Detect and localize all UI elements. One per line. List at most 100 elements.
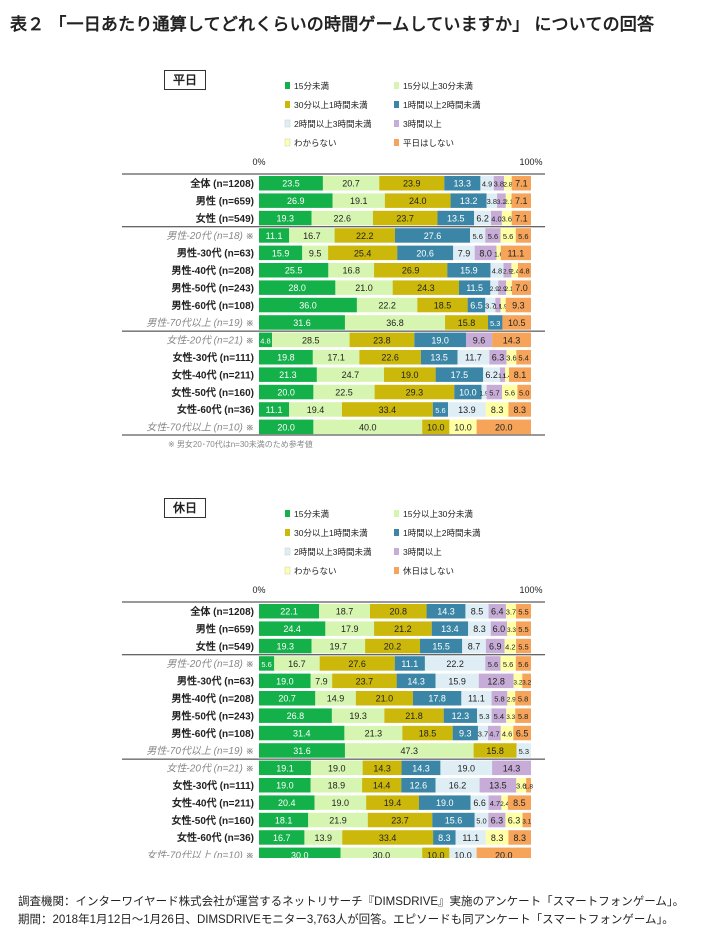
axis-min-label-holiday: 0% — [252, 585, 265, 595]
bar-segment-holiday-12-4 — [474, 812, 489, 828]
bar-segment-weekday-14-2 — [422, 419, 450, 435]
bar-segment-holiday-6-1 — [331, 708, 385, 723]
bar-segment-holiday-4-4 — [435, 673, 479, 689]
chart-holiday: 休日 15分未満 15分以上30分未満 30分以上1時間未満 1時間以上2時間未満 2時… — [0, 498, 710, 877]
data-label-weekday-4-1: 9.5 — [309, 248, 322, 258]
bar-segment-weekday-0-6 — [504, 176, 512, 191]
data-label-holiday-0-4: 8.5 — [471, 607, 484, 617]
data-label-weekday-6-3: 11.5 — [466, 283, 483, 293]
bar-segment-weekday-10-1 — [312, 350, 360, 365]
legend-swatch-weekday-4 — [284, 119, 291, 128]
data-label-weekday-0-7: 7.1 — [515, 179, 528, 189]
bar-segment-weekday-4-2 — [328, 245, 398, 261]
bar-segment-weekday-0-4 — [480, 176, 494, 191]
row-label-weekday-5: 男性-40代 (n=208) — [171, 264, 254, 277]
bar-segment-weekday-6-5 — [498, 280, 507, 295]
data-label-weekday-10-4: 11.7 — [465, 353, 482, 363]
bar-segment-holiday-2-1 — [311, 638, 366, 654]
data-label-weekday-6-0: 28.0 — [288, 283, 306, 293]
data-label-holiday-10-1: 18.9 — [328, 781, 346, 791]
data-label-holiday-3-7: 5.6 — [518, 660, 528, 669]
legend-swatch-holiday-3 — [394, 529, 399, 536]
bar-segment-weekday-4-6 — [496, 245, 501, 261]
bar-segment-holiday-11-3 — [418, 795, 471, 810]
data-label-weekday-10-0: 19.8 — [277, 353, 295, 363]
data-label-holiday-7-3: 9.3 — [459, 729, 472, 739]
data-label-weekday-11-0: 21.3 — [279, 370, 297, 380]
data-label-weekday-9-3: 19.0 — [431, 335, 449, 345]
bar-segment-holiday-0-7 — [516, 604, 531, 619]
bar-segment-holiday-7-7 — [513, 725, 531, 741]
data-label-holiday-13-1: 13.9 — [315, 833, 333, 843]
data-label-weekday-11-6: 1.4 — [503, 373, 512, 380]
data-label-weekday-3-1: 16.7 — [303, 231, 321, 241]
row-label-weekday-9: 女性-20代 (n=21) ※ — [166, 335, 254, 347]
bar-segment-holiday-6-7 — [515, 708, 531, 723]
data-label-holiday-0-5: 6.4 — [491, 607, 504, 617]
data-label-weekday-5-1: 16.8 — [342, 266, 360, 276]
data-label-holiday-4-7: 3.2 — [522, 679, 531, 686]
bar-segment-holiday-11-4 — [470, 795, 489, 810]
row-label-holiday-8: 男性-70代以上 (n=19) ※ — [146, 745, 254, 757]
data-label-weekday-6-5: 2.9 — [498, 286, 507, 293]
bar-segment-weekday-10-5 — [489, 350, 507, 365]
data-label-holiday-14-0: 30.0 — [291, 850, 309, 858]
data-label-holiday-11-4: 6.6 — [473, 798, 486, 808]
row-label-weekday-1: 男性 (n=659) — [196, 194, 254, 207]
data-label-holiday-4-4: 15.9 — [448, 676, 466, 686]
data-label-holiday-12-3: 15.6 — [445, 816, 463, 826]
bar-segment-holiday-10-3 — [401, 778, 436, 793]
data-label-weekday-2-3: 13.5 — [447, 214, 465, 224]
data-label-holiday-6-6: 3.3 — [506, 714, 515, 721]
data-label-holiday-12-5: 6.3 — [491, 816, 504, 826]
bar-segment-holiday-13-4 — [455, 830, 486, 845]
bar-segment-weekday-4-1 — [302, 245, 329, 261]
data-label-holiday-9-4: 19.0 — [457, 763, 475, 773]
bar-segment-weekday-1-3 — [450, 193, 487, 208]
bar-segment-holiday-3-3 — [394, 656, 425, 671]
data-label-holiday-13-6: 8.3 — [491, 833, 504, 843]
bar-segment-weekday-13-4 — [448, 402, 486, 417]
data-label-weekday-1-5: 3.2 — [497, 199, 506, 206]
data-label-weekday-5-2: 26.9 — [402, 266, 420, 276]
data-label-weekday-3-6: 5.6 — [503, 232, 513, 241]
bar-segment-weekday-6-7 — [511, 280, 531, 295]
bar-segment-weekday-4-5 — [474, 245, 497, 261]
bar-segment-weekday-5-6 — [511, 263, 518, 278]
bar-segment-weekday-9-7 — [492, 332, 531, 348]
bar-segment-weekday-1-1 — [332, 193, 385, 208]
data-label-holiday-0-0: 22.1 — [280, 607, 298, 617]
data-label-weekday-0-2: 23.9 — [403, 179, 421, 189]
bar-segment-holiday-10-0 — [259, 778, 311, 793]
data-label-holiday-10-7: 1.8 — [524, 784, 533, 791]
data-label-weekday-2-4: 6.2 — [476, 214, 489, 224]
data-label-holiday-4-0: 19.0 — [276, 676, 294, 686]
legend-swatch-weekday-2 — [285, 101, 290, 108]
bar-segment-holiday-2-6 — [504, 638, 517, 654]
data-label-weekday-7-0: 36.0 — [299, 301, 317, 311]
data-label-holiday-6-3: 12.3 — [452, 711, 470, 721]
bar-segment-weekday-11-5 — [500, 367, 506, 382]
data-label-weekday-1-7: 7.1 — [515, 196, 528, 206]
bar-segment-holiday-10-7 — [526, 778, 531, 793]
bar-segment-weekday-2-5 — [491, 210, 502, 226]
bar-segment-weekday-10-4 — [457, 350, 490, 365]
chart-weekday: 平日 15分未満 15分以上30分未満 30分以上1時間未満 1時間以上2時間未満 2時… — [0, 70, 710, 470]
bar-segment-weekday-14-7 — [476, 419, 531, 435]
row-label-holiday-12: 女性-50代 (n=160) — [171, 814, 254, 827]
row-label-weekday-0: 全体 (n=1208) — [189, 177, 254, 190]
bar-segment-weekday-7-2 — [417, 297, 468, 313]
bar-segment-weekday-13-7 — [508, 402, 531, 417]
bar-segment-holiday-11-0 — [259, 795, 315, 810]
data-label-holiday-11-5: 4.7 — [490, 799, 500, 808]
row-label-weekday-13: 女性-60代 (n=36) — [177, 403, 254, 416]
bar-segment-holiday-3-0 — [259, 656, 275, 671]
data-label-holiday-7-2: 18.5 — [419, 729, 437, 739]
row-label-holiday-1: 男性 (n=659) — [196, 622, 254, 635]
data-label-weekday-2-6: 3.6 — [502, 215, 512, 224]
legend-label-holiday-4: 2時間以上3時間未満 — [294, 547, 372, 557]
legend-label-weekday-4: 2時間以上3時間未満 — [294, 119, 372, 129]
bar-segment-weekday-7-7 — [505, 297, 531, 313]
bar-segment-holiday-11-5 — [488, 795, 502, 810]
axis-max-label-holiday: 100% — [519, 585, 542, 595]
